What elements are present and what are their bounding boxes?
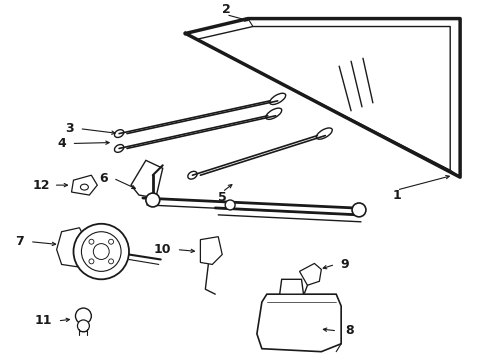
Text: 12: 12 xyxy=(33,179,50,192)
Circle shape xyxy=(109,259,114,264)
Polygon shape xyxy=(131,160,163,198)
Polygon shape xyxy=(257,294,341,352)
Text: 6: 6 xyxy=(99,172,107,185)
Ellipse shape xyxy=(115,130,124,138)
Text: 4: 4 xyxy=(57,137,66,150)
Ellipse shape xyxy=(225,200,235,210)
Polygon shape xyxy=(72,175,98,195)
Polygon shape xyxy=(280,279,303,294)
Circle shape xyxy=(109,239,114,244)
Circle shape xyxy=(74,224,129,279)
Ellipse shape xyxy=(188,171,197,179)
Text: 7: 7 xyxy=(16,235,24,248)
Polygon shape xyxy=(299,264,321,285)
Circle shape xyxy=(89,239,94,244)
Ellipse shape xyxy=(352,203,366,217)
Text: 11: 11 xyxy=(35,314,52,328)
Ellipse shape xyxy=(115,145,124,152)
Ellipse shape xyxy=(317,128,332,139)
Text: 9: 9 xyxy=(341,258,349,271)
Text: 8: 8 xyxy=(345,324,353,337)
Text: 1: 1 xyxy=(392,189,401,202)
Ellipse shape xyxy=(266,108,282,120)
Text: 2: 2 xyxy=(222,3,230,16)
Text: 10: 10 xyxy=(154,243,172,256)
Ellipse shape xyxy=(270,93,286,104)
Polygon shape xyxy=(57,228,89,267)
Text: 5: 5 xyxy=(218,190,226,203)
Ellipse shape xyxy=(146,193,160,207)
Circle shape xyxy=(75,308,91,324)
Circle shape xyxy=(77,320,89,332)
Circle shape xyxy=(89,259,94,264)
Polygon shape xyxy=(200,237,222,265)
Circle shape xyxy=(93,244,109,260)
Text: 3: 3 xyxy=(65,122,74,135)
Ellipse shape xyxy=(80,184,88,190)
Circle shape xyxy=(81,232,121,271)
